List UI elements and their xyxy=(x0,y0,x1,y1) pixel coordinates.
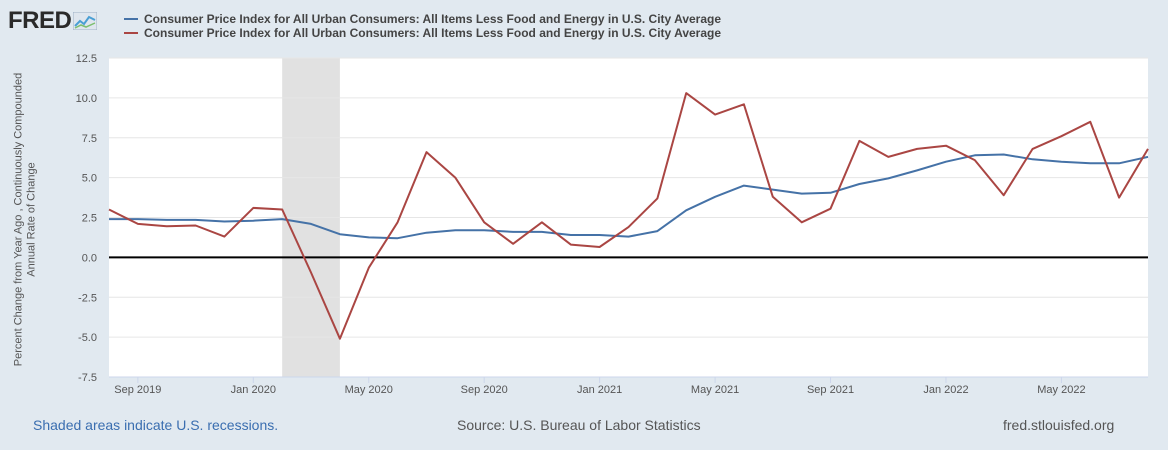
y-tick-label: 7.5 xyxy=(82,133,97,145)
legend-swatch-series-2 xyxy=(124,32,138,34)
site-link[interactable]: fred.stlouisfed.org xyxy=(1003,417,1115,433)
x-tick-label: Jan 2020 xyxy=(231,384,276,396)
fred-logo-text: FRED xyxy=(8,7,72,34)
y-tick-label: -7.5 xyxy=(78,372,97,384)
recession-note[interactable]: Shaded areas indicate U.S. recessions. xyxy=(33,417,279,433)
fred-logo-graph-icon xyxy=(73,12,98,30)
legend-swatch-series-1 xyxy=(124,18,138,20)
y-tick-label: 12.5 xyxy=(76,53,97,65)
y-tick-label: -5.0 xyxy=(78,332,97,344)
fred-logo[interactable]: FRED xyxy=(8,7,98,35)
y-tick-label: 0.0 xyxy=(82,252,97,264)
y-axis-label: Percent Change from Year Ago , Continuou… xyxy=(13,73,38,367)
x-tick-label: Jan 2021 xyxy=(577,384,622,396)
x-tick-label: Sep 2021 xyxy=(807,384,854,396)
x-tick-label: Jan 2022 xyxy=(923,384,968,396)
legend-item-series-2[interactable]: Consumer Price Index for All Urban Consu… xyxy=(124,26,721,40)
x-tick-label: May 2021 xyxy=(691,384,739,396)
series-line-1[interactable] xyxy=(109,153,1149,240)
source-note[interactable]: Source: U.S. Bureau of Labor Statistics xyxy=(457,417,701,433)
series-line-2[interactable] xyxy=(108,92,1149,340)
y-tick-label: 2.5 xyxy=(82,213,97,225)
x-tick-label: Sep 2019 xyxy=(114,384,161,396)
x-tick-label: Sep 2020 xyxy=(461,384,508,396)
chart-legend: Consumer Price Index for All Urban Consu… xyxy=(124,12,721,40)
x-tick-label: May 2022 xyxy=(1037,384,1085,396)
x-tick-label: May 2020 xyxy=(345,384,393,396)
legend-label-series-1: Consumer Price Index for All Urban Consu… xyxy=(144,12,722,26)
legend-item-series-1[interactable]: Consumer Price Index for All Urban Consu… xyxy=(124,12,721,26)
y-tick-label: -2.5 xyxy=(78,292,97,304)
y-tick-label: 5.0 xyxy=(82,173,97,185)
line-chart: 12.5 10.0 7.5 5.0 2.5 0.0 -2.5 -5.0 -7.5 Sep 2019… xyxy=(13,53,1149,396)
y-tick-label: 10.0 xyxy=(76,93,97,105)
legend-label-series-2: Consumer Price Index for All Urban Consu… xyxy=(144,26,722,40)
